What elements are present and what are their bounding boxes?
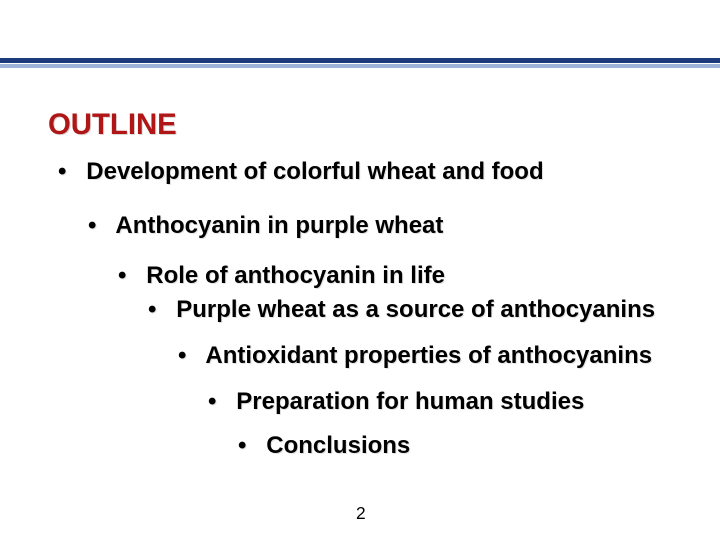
bullet-marker-icon: • xyxy=(118,262,140,290)
top-rule-light xyxy=(0,64,720,68)
bullet-item-1: • Anthocyanin in purple wheat xyxy=(88,212,443,240)
bullet-marker-icon: • xyxy=(58,158,80,186)
bullet-item-3: • Purple wheat as a source of anthocyani… xyxy=(148,296,655,324)
bullet-text: Development of colorful wheat and food xyxy=(86,158,543,185)
bullet-item-0: • Development of colorful wheat and food xyxy=(58,158,544,186)
top-rule-dark xyxy=(0,58,720,63)
bullet-item-6: • Conclusions xyxy=(238,432,410,460)
bullet-marker-icon: • xyxy=(208,388,230,416)
bullet-marker-icon: • xyxy=(88,212,110,240)
bullet-text: Purple wheat as a source of anthocyanins xyxy=(176,296,655,323)
bullet-marker-icon: • xyxy=(178,342,200,370)
slide: OUTLINE • Development of colorful wheat … xyxy=(0,0,720,540)
bullet-marker-icon: • xyxy=(148,296,170,324)
slide-title: OUTLINE xyxy=(48,108,177,142)
bullet-text: Role of anthocyanin in life xyxy=(146,262,445,289)
bullet-text: Conclusions xyxy=(266,432,410,459)
bullet-text: Preparation for human studies xyxy=(236,388,584,415)
bullet-item-5: • Preparation for human studies xyxy=(208,388,584,416)
bullet-text: Antioxidant properties of anthocyanins xyxy=(205,342,652,369)
bullet-text: Anthocyanin in purple wheat xyxy=(115,212,443,239)
bullet-item-2: • Role of anthocyanin in life xyxy=(118,262,445,290)
page-number: 2 xyxy=(356,503,366,524)
bullet-item-4: • Antioxidant properties of anthocyanins xyxy=(178,342,652,370)
bullet-marker-icon: • xyxy=(238,432,260,460)
